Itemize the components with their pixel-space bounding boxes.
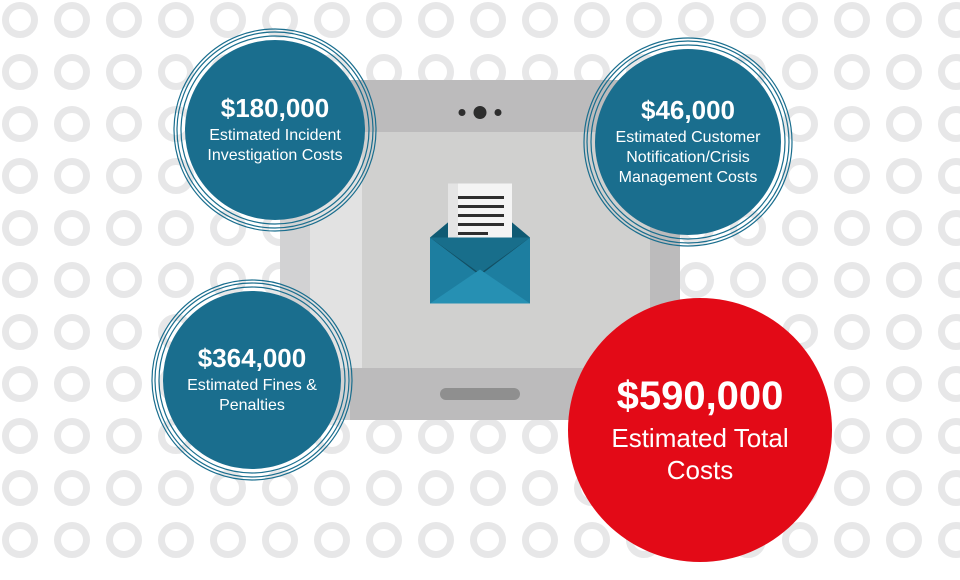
stat-label: Estimated Customer Notification/Crisis M… [613, 128, 763, 188]
stat-amount: $180,000 [221, 94, 329, 123]
tablet-home-button [440, 388, 520, 400]
stat-amount: $364,000 [198, 344, 306, 373]
stat-amount: $46,000 [641, 96, 735, 125]
tablet-camera-group [459, 106, 502, 119]
camera-dot-icon [459, 109, 466, 116]
stat-circle-notification: $46,000 Estimated Customer Notification/C… [595, 49, 781, 235]
camera-dot-icon [495, 109, 502, 116]
stat-label: Estimated Total Costs [586, 422, 814, 487]
stat-circle-investigation: $180,000 Estimated Incident Investigation… [185, 40, 365, 220]
stat-label: Estimated Fines & Penalties [181, 376, 323, 416]
stat-label: Estimated Incident Investigation Costs [203, 126, 347, 166]
stat-circle-fines: $364,000 Estimated Fines & Penalties [163, 291, 341, 469]
infographic-stage: $180,000 Estimated Incident Investigation… [0, 0, 960, 580]
camera-lens-icon [474, 106, 487, 119]
stat-circle-total: $590,000Estimated Total Costs [568, 298, 832, 562]
stat-amount: $590,000 [617, 374, 784, 418]
envelope-icon [410, 166, 550, 321]
